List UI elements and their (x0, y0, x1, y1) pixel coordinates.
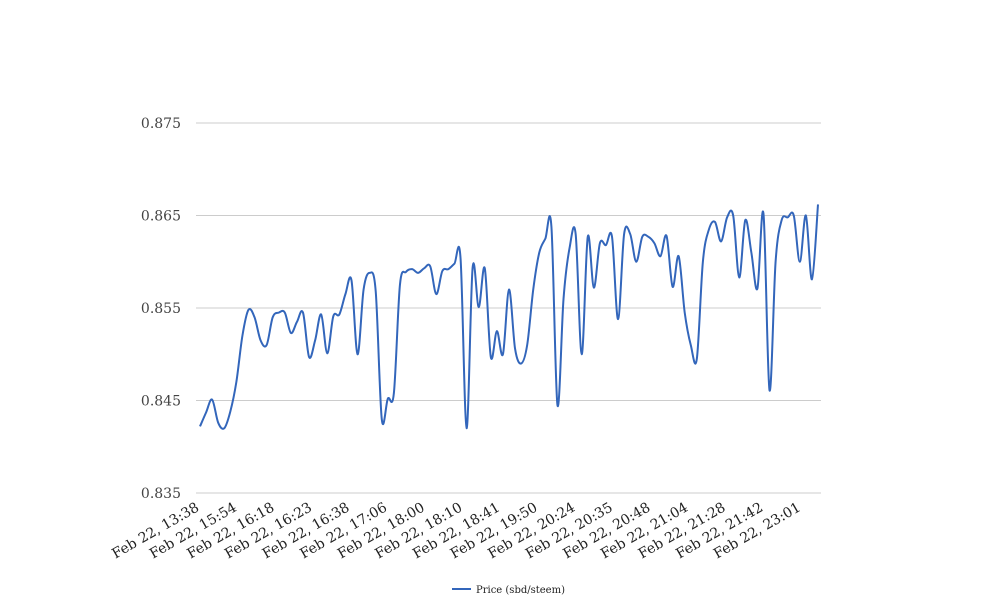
y-tick-label: 0.865 (141, 209, 181, 225)
grid-lines (196, 122, 821, 494)
y-tick-label: 0.855 (141, 301, 181, 317)
y-axis-tick-labels: 0.835 0.845 0.855 0.865 0.875 (141, 116, 181, 502)
legend: Price (sbd/steem) (452, 585, 565, 596)
y-tick-label: 0.835 (141, 486, 181, 502)
legend-label: Price (sbd/steem) (476, 585, 565, 596)
series-line-price (199, 204, 819, 430)
y-tick-label: 0.875 (141, 116, 181, 132)
y-tick-label: 0.845 (141, 394, 181, 410)
